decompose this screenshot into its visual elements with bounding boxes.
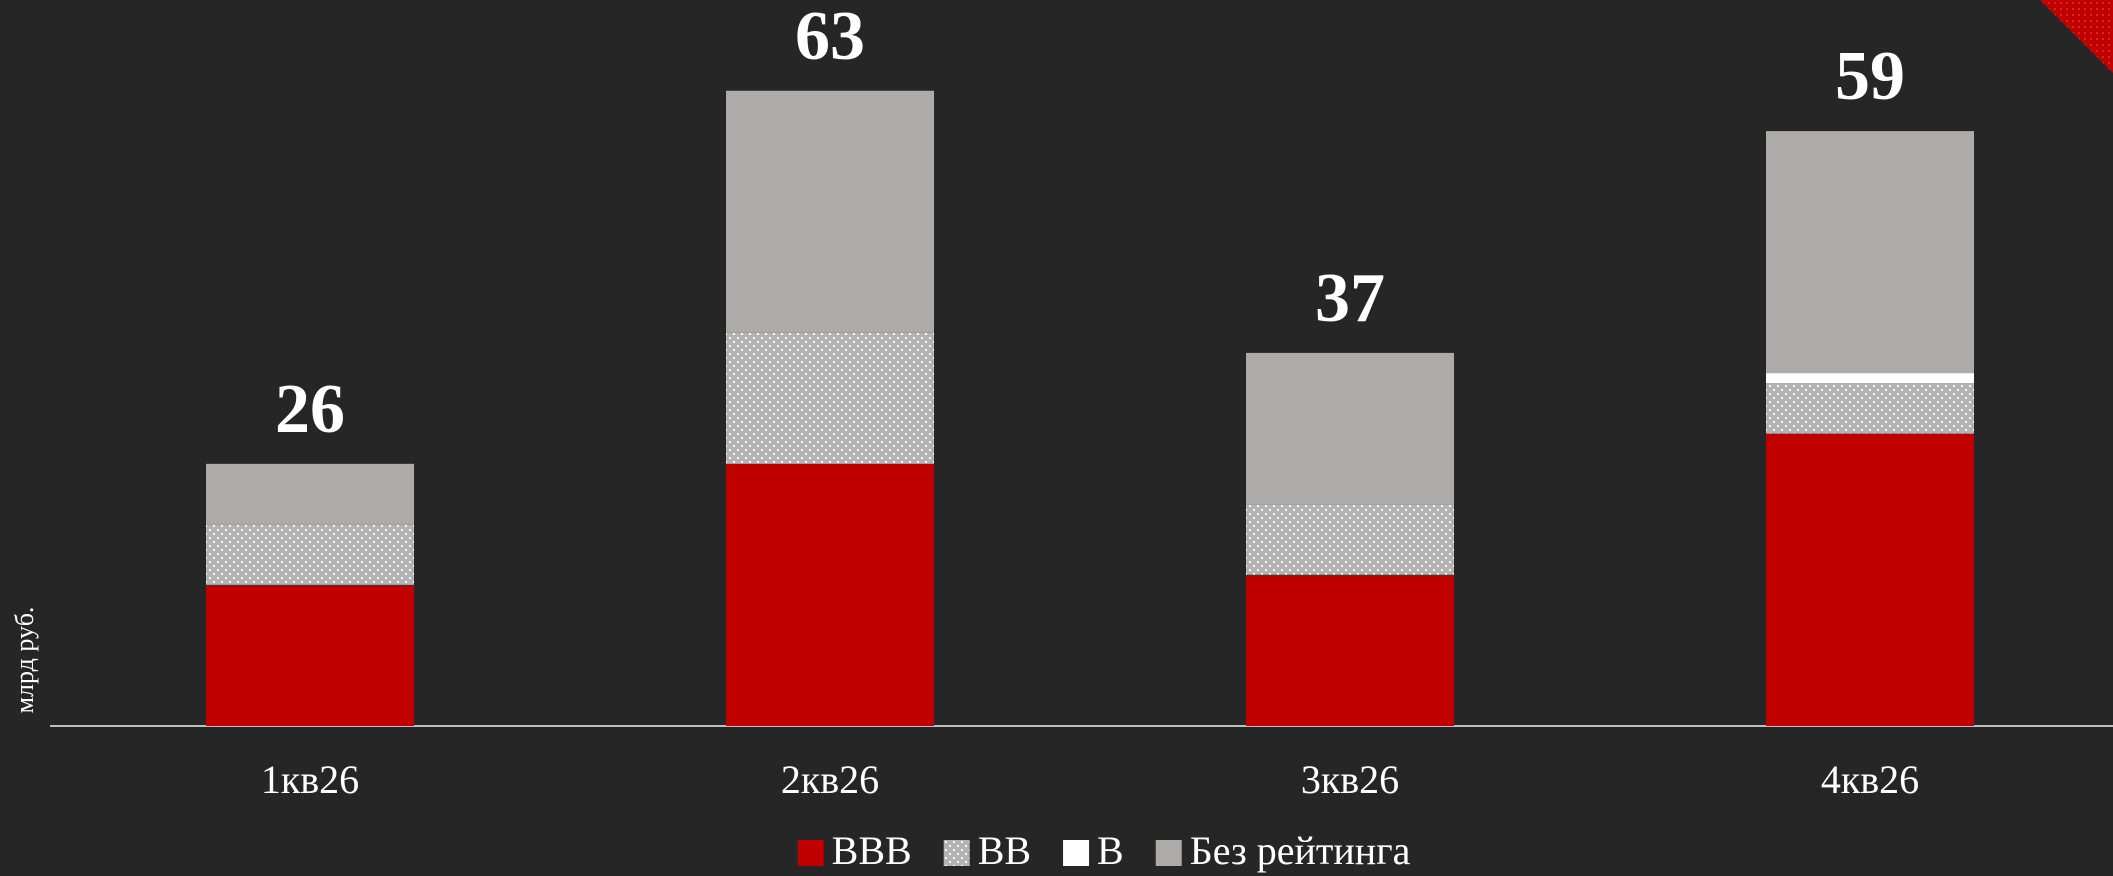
x-tick-label: 2кв26 [781,757,879,802]
legend-swatch [797,840,824,866]
total-label: 59 [1835,38,1905,115]
bar-segment [1246,574,1454,726]
legend-label: Без рейтинга [1190,828,1411,873]
corner-decoration [2040,0,2113,73]
total-label: 26 [275,371,345,448]
bar-segment [1766,433,1974,726]
legend-swatch [1155,840,1182,866]
bar-segment [726,332,934,464]
bar-segment [1766,131,1974,374]
bar-segment [1246,352,1454,505]
bar-segment [1246,504,1454,575]
legend-swatch [943,840,970,866]
x-tick-label: 4кв26 [1821,757,1919,802]
bar-segment [1766,383,1974,434]
bar-segment [726,463,934,726]
bar-segment [206,584,414,726]
y-axis-label: млрд руб. [10,607,39,714]
legend-label: B [1097,828,1124,873]
x-tick-label: 1кв26 [261,757,359,802]
legend-swatch [1063,840,1090,866]
total-label: 63 [795,0,865,75]
bar-segment [206,524,414,585]
total-label: 37 [1315,260,1385,337]
x-tick-label: 3кв26 [1301,757,1399,802]
bar-segment [1766,373,1974,384]
legend-label: BBB [832,828,912,873]
legend-label: BB [978,828,1031,873]
bar-segment [206,463,414,525]
bar-segment [726,90,934,333]
